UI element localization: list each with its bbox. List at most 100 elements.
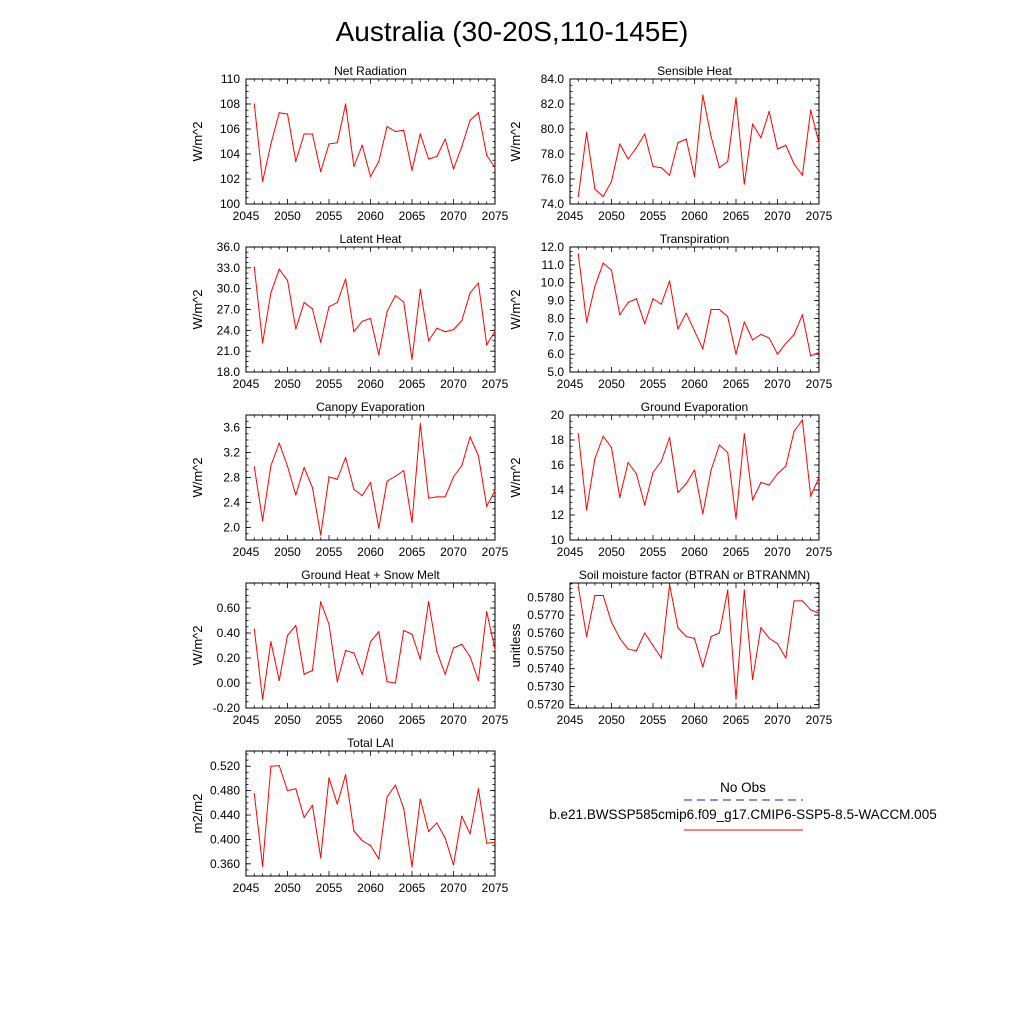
- data-point: [411, 633, 413, 635]
- data-point: [353, 331, 355, 333]
- data-point: [320, 170, 322, 173]
- data-point: [702, 94, 704, 96]
- data-point: [602, 435, 604, 437]
- legend-obs-label: No Obs: [720, 780, 766, 795]
- data-point: [394, 295, 396, 297]
- y-tick-label: -0.20: [213, 701, 241, 715]
- data-point: [345, 774, 347, 776]
- data-point: [586, 132, 588, 134]
- data-point: [685, 312, 687, 314]
- y-tick-label: 0.480: [210, 784, 240, 798]
- data-point: [328, 143, 330, 145]
- data-point: [776, 473, 779, 475]
- data-point: [602, 195, 604, 198]
- x-tick-label: 2050: [598, 209, 625, 223]
- panel-title: Sensible Heat: [657, 64, 732, 78]
- data-point: [610, 446, 613, 449]
- data-point: [303, 133, 305, 135]
- data-point: [403, 301, 405, 303]
- data-point: [718, 444, 721, 446]
- y-tick-label: 76.0: [541, 172, 565, 186]
- data-point: [394, 682, 396, 684]
- data-point: [710, 469, 712, 471]
- y-tick-label: 100: [220, 197, 240, 211]
- plot-frame: [569, 414, 820, 541]
- panel-soil-moisture-factor: Soil moisture factor (BTRAN or BTRANMN) 2…: [508, 568, 833, 727]
- y-tick-label: 110: [221, 72, 240, 86]
- data-point: [477, 282, 479, 284]
- x-tick-label: 2055: [316, 881, 343, 895]
- data-point: [353, 830, 355, 832]
- data-point: [735, 698, 737, 700]
- data-point: [760, 333, 762, 336]
- data-point: [652, 644, 654, 647]
- data-point: [810, 609, 812, 611]
- data-point: [810, 355, 812, 357]
- data-point: [361, 840, 363, 842]
- x-tick-label: 2075: [482, 545, 509, 559]
- x-tick-label: 2050: [598, 377, 625, 391]
- y-tick-label: 36.0: [217, 240, 241, 254]
- data-point: [677, 142, 679, 144]
- x-tick-label: 2060: [681, 713, 708, 727]
- data-point: [253, 266, 255, 268]
- plot-frame: [245, 582, 496, 709]
- data-point: [793, 163, 795, 165]
- data-point: [594, 188, 596, 190]
- data-point: [743, 321, 745, 323]
- x-tick-label: 2075: [806, 713, 833, 727]
- y-axis-label: W/m^2: [508, 457, 523, 497]
- data-point: [594, 594, 596, 597]
- data-point: [461, 320, 463, 322]
- x-tick-label: 2045: [233, 377, 260, 391]
- plot-frame: [569, 78, 820, 205]
- data-point: [644, 504, 646, 506]
- panel-title: Ground Evaporation: [641, 400, 748, 414]
- data-point: [619, 143, 621, 145]
- x-tick-label: 2075: [482, 377, 509, 391]
- data-point: [461, 465, 463, 467]
- panel-title: Net Radiation: [334, 64, 407, 78]
- data-point: [627, 648, 629, 650]
- data-point: [768, 110, 770, 113]
- data-point: [752, 499, 754, 501]
- y-tick-label: 0.40: [217, 626, 241, 640]
- data-point: [411, 358, 413, 361]
- data-point: [286, 113, 289, 115]
- data-point: [486, 505, 488, 507]
- data-point: [586, 509, 588, 511]
- y-tick-label: 0.00: [217, 676, 241, 690]
- x-tick-label: 2050: [274, 545, 301, 559]
- data-point: [311, 308, 313, 310]
- y-tick-label: 10.0: [541, 276, 565, 290]
- data-point: [353, 165, 355, 168]
- y-tick-label: 0.5750: [527, 644, 564, 658]
- y-tick-label: 0.5760: [527, 626, 564, 640]
- data-point: [743, 433, 745, 435]
- x-tick-label: 2075: [482, 713, 509, 727]
- y-axis-label: unitless: [508, 623, 523, 668]
- data-point: [378, 354, 380, 356]
- data-point: [785, 342, 787, 345]
- data-point: [652, 298, 654, 300]
- data-point: [785, 465, 787, 467]
- data-point: [419, 798, 421, 800]
- data-point: [619, 314, 621, 316]
- data-point: [320, 601, 322, 603]
- data-point: [452, 168, 455, 170]
- data-point: [776, 643, 779, 645]
- y-tick-label: 8.0: [547, 311, 564, 325]
- data-point: [428, 601, 430, 603]
- y-tick-label: 0.5780: [527, 590, 564, 604]
- data-point: [735, 518, 737, 520]
- panel-title: Soil moisture factor (BTRAN or BTRANMN): [579, 568, 810, 582]
- y-tick-label: 0.400: [210, 832, 240, 846]
- data-point: [586, 635, 588, 638]
- x-tick-label: 2045: [557, 713, 584, 727]
- data-point: [768, 637, 770, 639]
- x-tick-label: 2055: [640, 713, 667, 727]
- data-point: [386, 681, 388, 683]
- x-tick-label: 2065: [723, 377, 750, 391]
- data-point: [685, 138, 687, 140]
- data-point: [735, 97, 737, 99]
